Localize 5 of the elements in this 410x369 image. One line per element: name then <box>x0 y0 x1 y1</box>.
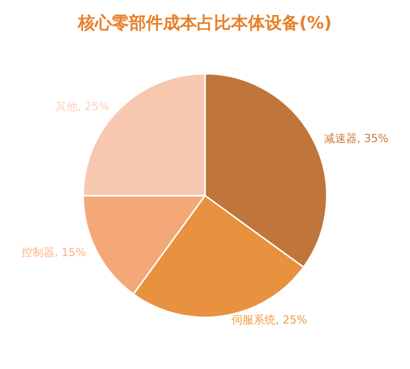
slice-label: 减速器, 35% <box>324 132 389 145</box>
slice-label: 其他, 25% <box>56 100 110 114</box>
chart-title: 核心零部件成本占比本体设备(%) <box>77 14 332 34</box>
slice-label: 伺服系统, 25% <box>232 313 308 326</box>
slice-label: 控制器, 15% <box>21 246 86 260</box>
